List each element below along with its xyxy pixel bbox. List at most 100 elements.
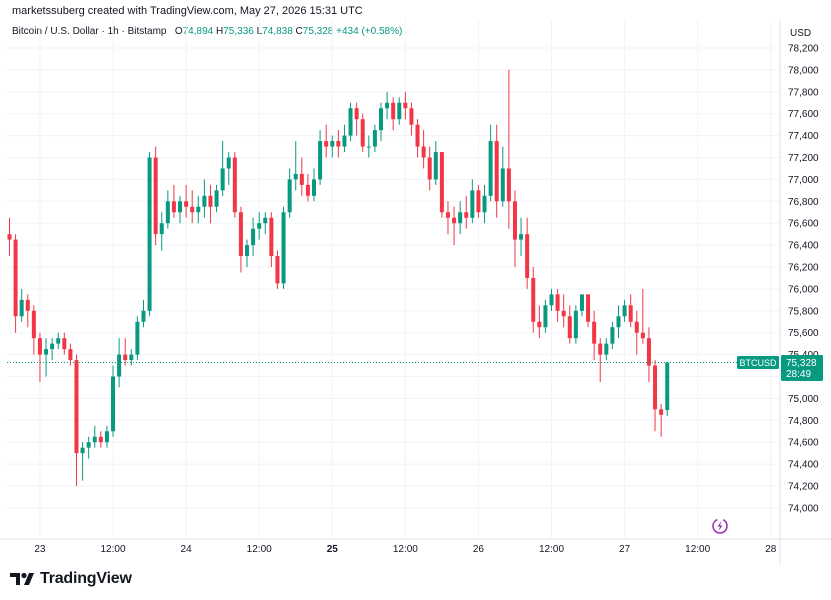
price-tick-label: 76,200 (788, 263, 819, 274)
candle-body (312, 179, 316, 196)
price-tick-label: 75,800 (788, 306, 819, 317)
candle-body (214, 190, 219, 207)
candle-body (622, 305, 627, 317)
time-tick-label: 28 (765, 544, 777, 555)
candle-body (269, 217, 274, 257)
chart-credit: marketssuberg created with TradingView.c… (12, 5, 363, 17)
time-tick-label: 27 (619, 544, 631, 555)
candle-body (506, 168, 511, 202)
candle-body (409, 108, 414, 125)
candle-body (646, 338, 651, 366)
candle-body (50, 343, 55, 350)
candle-body (464, 212, 469, 218)
candle-body (549, 294, 554, 306)
candle-body (427, 157, 432, 180)
candle-body (397, 102, 402, 120)
candle-body (56, 338, 61, 344)
candle-body (458, 212, 463, 224)
tradingview-footer: TradingView (10, 568, 132, 590)
candle-body (336, 141, 341, 147)
candle-body (62, 338, 67, 350)
low-value: 74,838 (262, 26, 293, 37)
high-label: H (216, 26, 224, 37)
currency-label: USD (790, 28, 811, 39)
candle-body (7, 234, 12, 240)
symbol-price-label-text: BTCUSD (739, 358, 777, 368)
candle-body (579, 294, 584, 311)
high-value: 75,336 (223, 26, 254, 37)
candle-body (543, 305, 548, 328)
candle-body (196, 206, 201, 213)
candle-body (86, 442, 91, 448)
price-tick-label: 74,600 (788, 438, 819, 449)
price-tick-label: 77,000 (788, 175, 819, 186)
candle-body (665, 362, 670, 411)
candle-body (263, 217, 268, 224)
candle-body (348, 108, 353, 136)
candle-body (74, 360, 79, 454)
candle-body (354, 108, 359, 120)
price-tick-label: 77,600 (788, 109, 819, 120)
candle-body (525, 234, 530, 278)
open-value: 74,894 (182, 26, 214, 37)
candle-body (104, 431, 109, 443)
candle-body (159, 223, 164, 235)
candle-body (135, 321, 140, 355)
candle-body (232, 157, 237, 213)
candle-body (92, 436, 97, 443)
candle-body (634, 321, 639, 333)
candle-body (37, 338, 42, 355)
open-label: O (174, 26, 183, 37)
candle-body (257, 223, 262, 229)
candle-body (226, 157, 231, 169)
time-tick-label: 24 (181, 544, 193, 555)
time-tick-label: 12:00 (685, 544, 710, 555)
candle-body (470, 190, 475, 218)
candle-body (190, 206, 195, 213)
price-tick-label: 76,000 (788, 284, 819, 295)
price-tick-label: 75,000 (788, 394, 819, 405)
candle-body (403, 102, 408, 109)
close-value: 75,328 (302, 26, 334, 37)
candle-body (123, 354, 128, 361)
candle-body (372, 130, 377, 147)
candle-body (616, 316, 621, 328)
time-tick-label: 12:00 (393, 544, 418, 555)
price-tick-label: 76,400 (788, 241, 819, 252)
candle-body (202, 195, 207, 207)
time-tick-label: 12:00 (247, 544, 272, 555)
price-tick-label: 77,800 (788, 87, 819, 98)
candle-body (208, 195, 213, 207)
symbol-title[interactable]: Bitcoin / U.S. Dollar · 1h · Bitstamp (12, 26, 167, 37)
candle-body (445, 212, 450, 218)
candle-body (378, 108, 383, 131)
symbol-legend: Bitcoin / U.S. Dollar · 1h · Bitstamp O7… (12, 26, 402, 37)
candle-body (573, 310, 578, 339)
candle-body (44, 349, 49, 355)
candle-body (586, 294, 591, 322)
candle-body (519, 234, 524, 240)
candle-body (360, 119, 365, 147)
candle-body (111, 376, 116, 432)
candle-body (494, 141, 499, 202)
candle-body (165, 201, 170, 224)
candle-body (500, 168, 505, 202)
candle-body (147, 157, 152, 311)
price-tick-label: 74,000 (788, 503, 819, 514)
candle-body (171, 201, 176, 213)
candle-body (13, 239, 18, 317)
candle-body (117, 354, 122, 377)
candle-body (537, 321, 542, 328)
candlestick-chart[interactable]: 74,00074,20074,40074,60074,80075,00075,2… (0, 20, 831, 565)
candle-body (31, 310, 36, 339)
candle-body (153, 157, 158, 235)
price-tick-label: 77,400 (788, 131, 819, 142)
price-tick-label: 76,600 (788, 219, 819, 230)
candle-body (251, 228, 256, 246)
candle-body (287, 179, 292, 213)
candle-body (98, 436, 103, 443)
candle-body (628, 305, 633, 322)
price-tick-label: 76,800 (788, 197, 819, 208)
candle-body (592, 321, 597, 344)
candle-body (488, 141, 493, 196)
